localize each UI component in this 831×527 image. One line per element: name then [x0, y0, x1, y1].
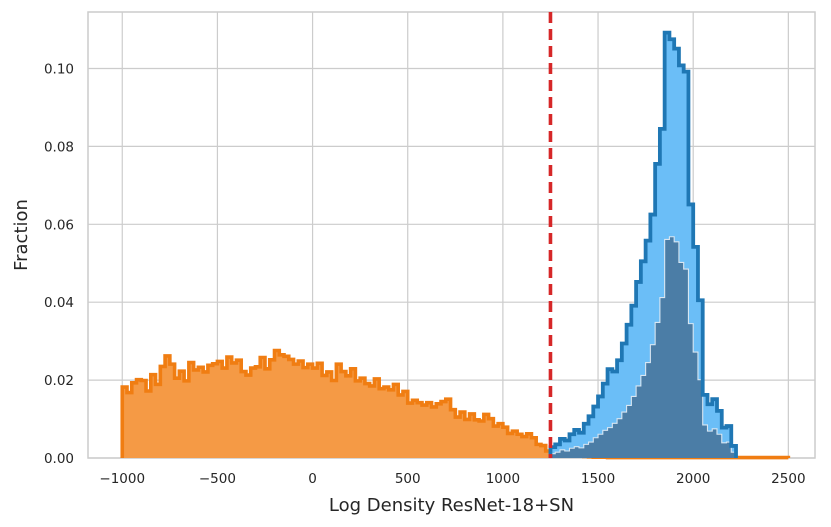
y-tick-label: 0.00	[44, 451, 74, 467]
x-tick-label: 1000	[486, 471, 520, 487]
x-tick-label: 2500	[771, 471, 805, 487]
orange-histogram-area	[122, 350, 789, 458]
series-layer	[120, 30, 791, 460]
x-axis-title: Log Density ResNet-18+SN	[329, 495, 574, 516]
x-tick-label: −500	[199, 471, 236, 487]
dark-histogram-outline	[549, 236, 737, 458]
y-tick-label: 0.10	[44, 61, 74, 77]
dark-histogram-area	[550, 236, 737, 458]
blue-histogram-outline	[548, 30, 738, 458]
x-tick-label: 500	[395, 471, 421, 487]
y-tick-label: 0.02	[44, 373, 74, 389]
y-tick-label: 0.08	[44, 139, 74, 155]
x-tick-label: −1000	[99, 471, 145, 487]
y-tick-label: 0.06	[44, 217, 74, 233]
grid-layer	[87, 11, 816, 459]
ticks-layer: −1000 −500 0 500 1000 1500 2000 2500 0.00 0.02 0.0…	[44, 61, 806, 487]
x-tick-label: 2000	[676, 471, 710, 487]
x-tick-label: 0	[308, 471, 317, 487]
y-tick-label: 0.04	[44, 295, 74, 311]
x-tick-label: 1500	[581, 471, 615, 487]
y-axis-title: Fraction	[11, 199, 32, 271]
